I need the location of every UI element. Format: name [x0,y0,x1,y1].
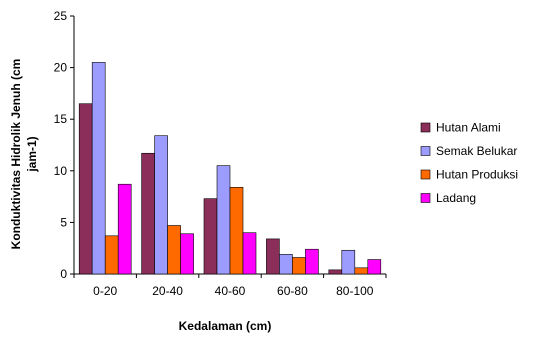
x-tick-label: 60-80 [277,284,308,298]
x-axis-title: Kedalaman (cm) [179,319,272,333]
bar-ladang-60-80 [305,248,319,275]
y-tick-label: 15 [54,112,68,126]
x-tick-label: 20-40 [152,284,183,298]
y-tick-label: 10 [54,164,68,178]
bar-semak-belukar-0-20 [91,62,106,275]
bar-ladang-40-60 [242,232,257,275]
bar-hutan-produksi-60-80 [292,257,306,275]
bar-hutan-produksi-20-40 [167,225,181,275]
bar-hutan-alami-80-100 [328,269,343,275]
x-tick-label: 40-60 [215,284,246,298]
x-tick-label: 80-100 [336,284,374,298]
y-tick-label: 0 [60,267,67,281]
bar-semak-belukar-20-40 [154,135,168,275]
bar-semak-belukar-60-80 [279,254,293,275]
bar-semak-belukar-80-100 [341,249,356,275]
legend-label-hutan-produksi: Hutan Produksi [436,168,518,182]
x-tick-label: 0-20 [93,284,117,298]
bar-hutan-alami-0-20 [78,103,93,275]
bar-hutan-produksi-40-60 [229,187,244,275]
bar-ladang-0-20 [117,183,132,275]
legend-swatch-semak-belukar [420,146,431,156]
bar-semak-belukar-40-60 [216,165,231,275]
y-tick-label: 5 [60,215,67,229]
y-axis-title: Konduktivitas Hidrolik Jenuh (cm jam-1) [9,59,39,250]
y-tick-label: 25 [54,9,68,23]
bar-hutan-alami-60-80 [266,238,280,275]
legend-label-hutan-alami: Hutan Alami [436,121,501,135]
legend-swatch-hutan-alami [420,122,431,133]
bar-hutan-alami-40-60 [203,198,218,275]
bar-hutan-alami-20-40 [141,152,155,275]
bar-hutan-produksi-80-100 [354,267,369,275]
bar-ladang-20-40 [180,233,194,275]
y-tick-label: 20 [54,61,68,75]
y-axis-title-line-1: Konduktivitas Hidrolik Jenuh (cm [9,59,23,250]
legend-swatch-ladang [420,193,431,203]
legend-label-semak-belukar: Semak Belukar [436,144,517,158]
bar-ladang-80-100 [367,259,382,275]
bar-hutan-produksi-0-20 [104,235,119,275]
legend-swatch-hutan-produksi [420,169,431,180]
legend-label-ladang: Ladang [436,191,476,205]
legend: Hutan Alami Semak Belukar Hutan Produksi La… [420,121,518,205]
y-axis-title-line-2: jam-1) [25,136,39,172]
plot-area: 0 5 10 15 20 25 0-20 20-40 40-60 60-80 80-100 [54,9,387,298]
